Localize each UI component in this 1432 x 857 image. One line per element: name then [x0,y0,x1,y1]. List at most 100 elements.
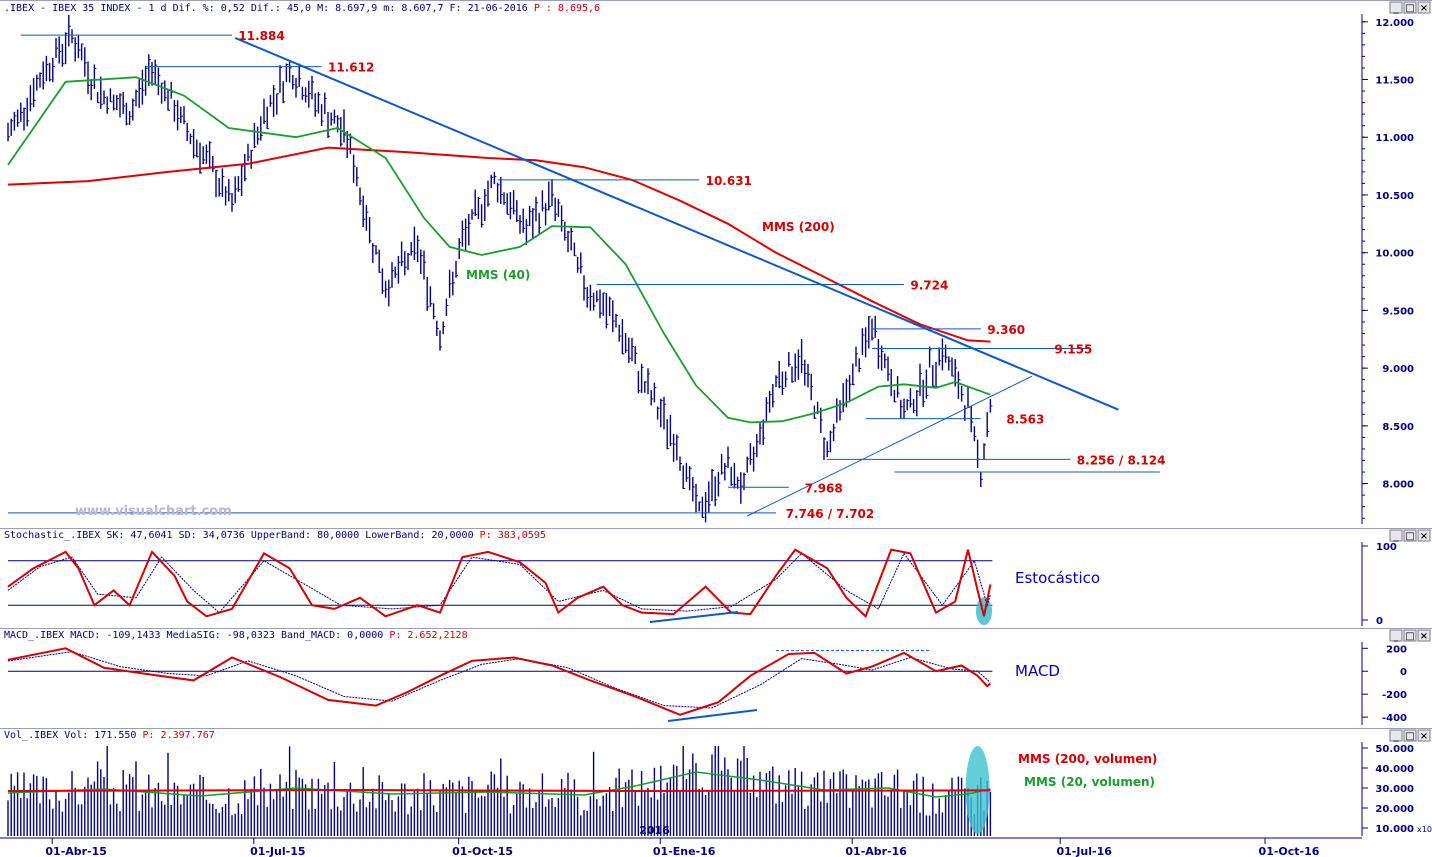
level-label: 11.884 [238,29,284,43]
macd-header: MACD_.IBEX MACD: -109,1433 MediaSIG: -98… [4,630,468,641]
price-header-band [0,0,1432,16]
vol-min-button[interactable]: _ [1389,729,1403,742]
stochastic-panel[interactable]: 100 0 [7,542,1397,627]
vol-y-tick-label: 30.000 [1375,784,1414,795]
macd-max-button[interactable]: □ [1403,629,1417,642]
price-panel[interactable]: 12.000 11.500 11.000 10.500 10.000 9.500 9.000… [7,14,1414,523]
level-label: 7.968 [805,481,843,495]
stoch-header: Stochastic_.IBEX SK: 47,6041 SD: 34,0736… [4,530,546,541]
ma200-line [7,146,991,343]
close-button-face [1417,529,1431,542]
price-bars [7,14,993,523]
price-y-tick-label: 11.000 [1375,133,1414,144]
stoch-header-band [0,528,1432,544]
vol-ma20-line [7,771,991,798]
close-icon: × [1420,731,1428,742]
macd-header-band [0,628,1432,644]
level-label: 8.563 [1006,413,1044,427]
stoch-sk-line [7,548,992,619]
macd-annotation: MACD [1015,662,1060,680]
max-icon: □ [1405,631,1414,642]
price-y-tick-label: 11.500 [1375,76,1414,87]
price-min-button[interactable]: _ [1389,1,1403,14]
ma200-label: MMS (200) [762,220,835,234]
watermark: www.visualchart.com [75,504,232,519]
x-tick-label: 01-Abr-16 [845,845,907,857]
vol-close-button[interactable]: × [1417,729,1431,742]
x-tick-label: 01-Oct-16 [1259,845,1320,857]
ma40-label: MMS (40) [466,268,530,282]
min-button-face [1389,529,1403,542]
price-y-tick-label: 8.000 [1382,480,1414,491]
price-y-tick-label: 8.500 [1382,422,1414,433]
max-button-face [1403,729,1417,742]
level-label: 9.155 [1054,343,1092,357]
stoch-max-button[interactable]: □ [1403,529,1417,542]
level-label: 9.360 [987,323,1025,337]
macd-y-tick-label: -400 [1382,713,1407,724]
price-y-tick-label: 10.000 [1375,249,1414,260]
stoch-divergence-line [649,611,739,623]
price-y-tick-label: 12.000 [1375,18,1414,29]
price-max-button[interactable]: □ [1403,1,1417,14]
max-button-face [1403,1,1417,14]
level-label: 9.724 [910,279,948,293]
max-icon: □ [1405,3,1414,14]
close-icon: × [1420,631,1428,642]
x-tick-label: 01-Jul-16 [1056,845,1112,857]
x-tick-label: 01-Jul-15 [250,845,305,857]
stoch-close-button[interactable]: × [1417,529,1431,542]
macd-divergence-line [667,709,758,722]
vol-max-button[interactable]: □ [1403,729,1417,742]
stoch-min-button[interactable]: _ [1389,529,1403,542]
max-button-face [1403,529,1417,542]
stoch-sd-line [7,552,991,614]
x-tick-label: 01-Oct-15 [452,845,513,857]
macd-y-tick-label: -200 [1382,690,1407,701]
ma40-line [7,76,991,424]
vol-header-band [0,728,1432,744]
price-y-tick-label: 9.500 [1382,306,1414,317]
vol-y-tick-label: 40.000 [1375,764,1414,775]
macd-close-button[interactable]: × [1417,629,1431,642]
close-icon: × [1420,531,1428,542]
min-icon: _ [1394,531,1399,542]
stoch-y-tick-label: 100 [1376,542,1397,553]
stoch-y-tick-label: 0 [1376,616,1383,627]
volume-panel[interactable]: 50.000 40.000 30.000 20.000 10.000 2016 [7,744,1414,837]
x-axis: 01-Abr-15 01-Jul-15 01-Oct-15 01-Ene-16 01-A… [0,837,1362,857]
level-label: 11.612 [328,61,374,75]
macd-y-tick-label: 0 [1400,667,1407,678]
min-icon: _ [1394,3,1399,14]
close-button-face [1417,729,1431,742]
vol-header: Vol_.IBEX Vol: 171.550 P: 2.397.767 [4,730,215,741]
downtrend-trendline [234,37,1119,411]
close-button-face [1417,1,1431,14]
panel-frames: _ □ × _ □ × _ □ × _ □ × [0,0,1432,836]
x-tick-label: 01-Ene-16 [653,845,716,857]
macd-y-tick-label: 200 [1386,644,1407,655]
level-label: 7.746 / 7.702 [786,507,875,521]
price-close-button[interactable]: × [1417,1,1431,14]
max-icon: □ [1405,731,1414,742]
min-icon: _ [1394,731,1399,742]
close-icon: × [1420,3,1428,14]
min-button-face [1389,629,1403,642]
min-icon: _ [1394,631,1399,642]
vol-y-tick-label: 10.000 [1375,824,1414,835]
vol-ma200-line [7,788,991,793]
macd-line [7,647,991,716]
price-y-tick-label: 10.500 [1375,191,1414,202]
level-label: 10.631 [706,174,752,188]
vol-y-tick-label: 50.000 [1375,744,1414,755]
stoch-annotation: Estocástico [1015,569,1100,587]
min-button-face [1389,1,1403,14]
macd-min-button[interactable]: _ [1389,629,1403,642]
price-header: .IBEX - IBEX 35 INDEX - 1 d Dif. %: 0,52… [4,3,600,14]
vol-y-tick-label: 20.000 [1375,804,1414,815]
uptrend-trendline [746,375,1033,517]
macd-panel[interactable]: 200 0 -200 -400 [7,644,1407,724]
level-label: 8.256 / 8.124 [1077,453,1166,467]
year-label: 2016 [639,824,670,837]
